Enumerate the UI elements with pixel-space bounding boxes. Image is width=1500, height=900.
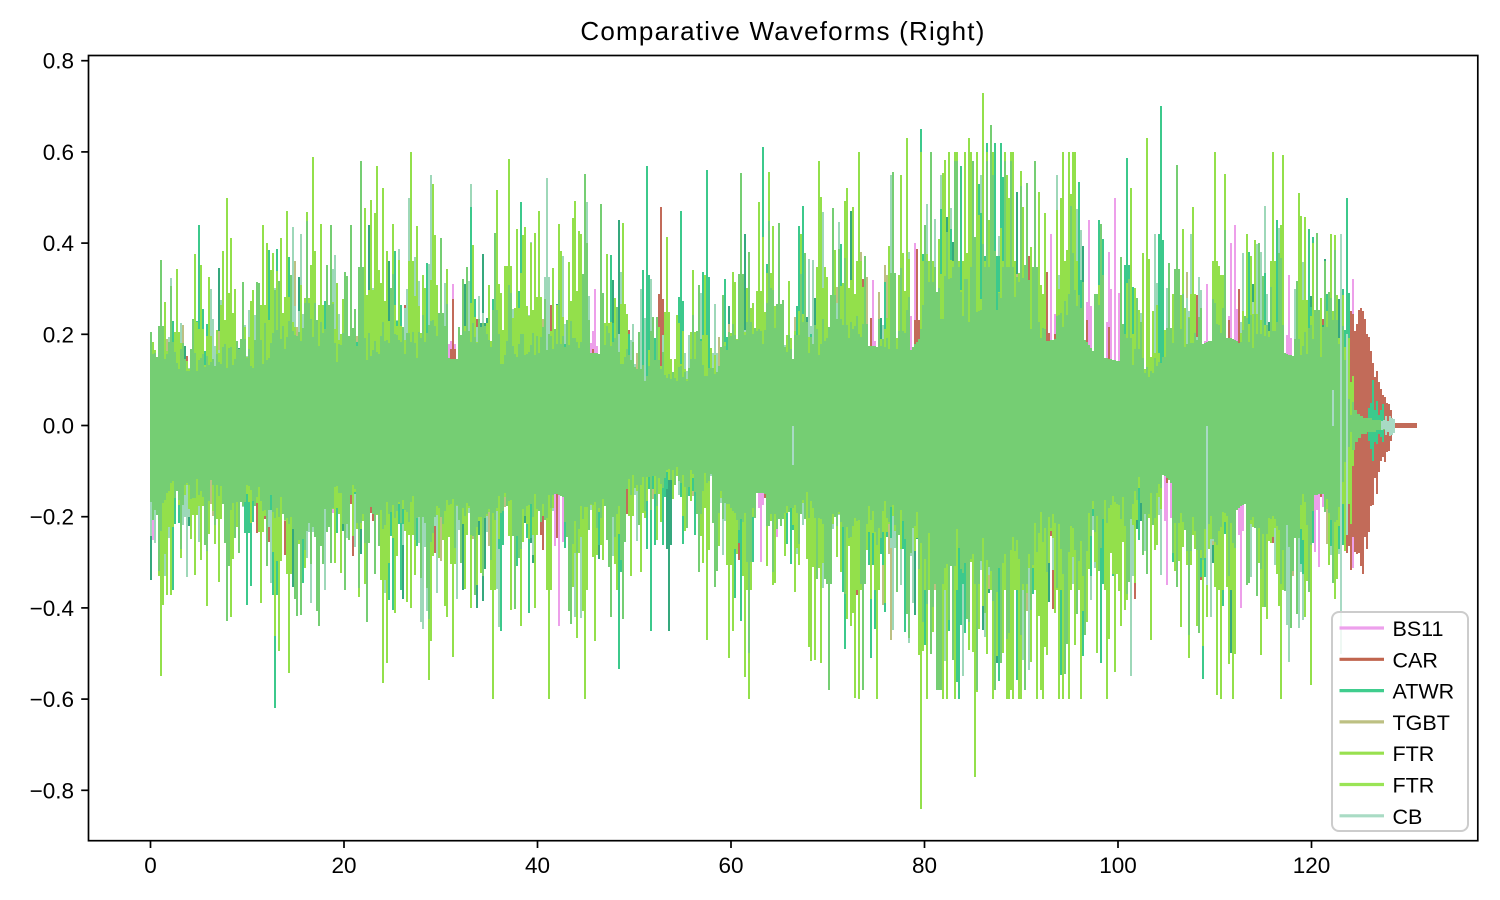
svg-text:0: 0 <box>144 853 157 878</box>
svg-text:100: 100 <box>1099 853 1137 878</box>
svg-text:FTR: FTR <box>1393 774 1435 798</box>
svg-text:−0.6: −0.6 <box>30 687 74 712</box>
svg-text:120: 120 <box>1293 853 1331 878</box>
svg-text:Comparative Waveforms (Right): Comparative Waveforms (Right) <box>580 16 985 46</box>
svg-text:0.8: 0.8 <box>43 49 74 74</box>
svg-text:60: 60 <box>718 853 743 878</box>
svg-text:0.4: 0.4 <box>43 231 74 256</box>
svg-text:−0.8: −0.8 <box>30 778 74 803</box>
svg-text:FTR: FTR <box>1393 742 1435 766</box>
svg-text:BS11: BS11 <box>1393 617 1444 641</box>
svg-text:0.6: 0.6 <box>43 140 74 165</box>
svg-text:TGBT: TGBT <box>1393 711 1450 735</box>
svg-text:CAR: CAR <box>1393 648 1438 672</box>
svg-text:40: 40 <box>525 853 550 878</box>
svg-text:80: 80 <box>912 853 937 878</box>
svg-text:CB: CB <box>1393 805 1423 829</box>
svg-text:ATWR: ATWR <box>1393 680 1455 704</box>
svg-text:0.0: 0.0 <box>43 414 74 439</box>
svg-text:−0.4: −0.4 <box>30 596 74 621</box>
svg-text:−0.2: −0.2 <box>30 505 74 530</box>
svg-text:20: 20 <box>331 853 356 878</box>
svg-text:0.2: 0.2 <box>43 322 74 347</box>
